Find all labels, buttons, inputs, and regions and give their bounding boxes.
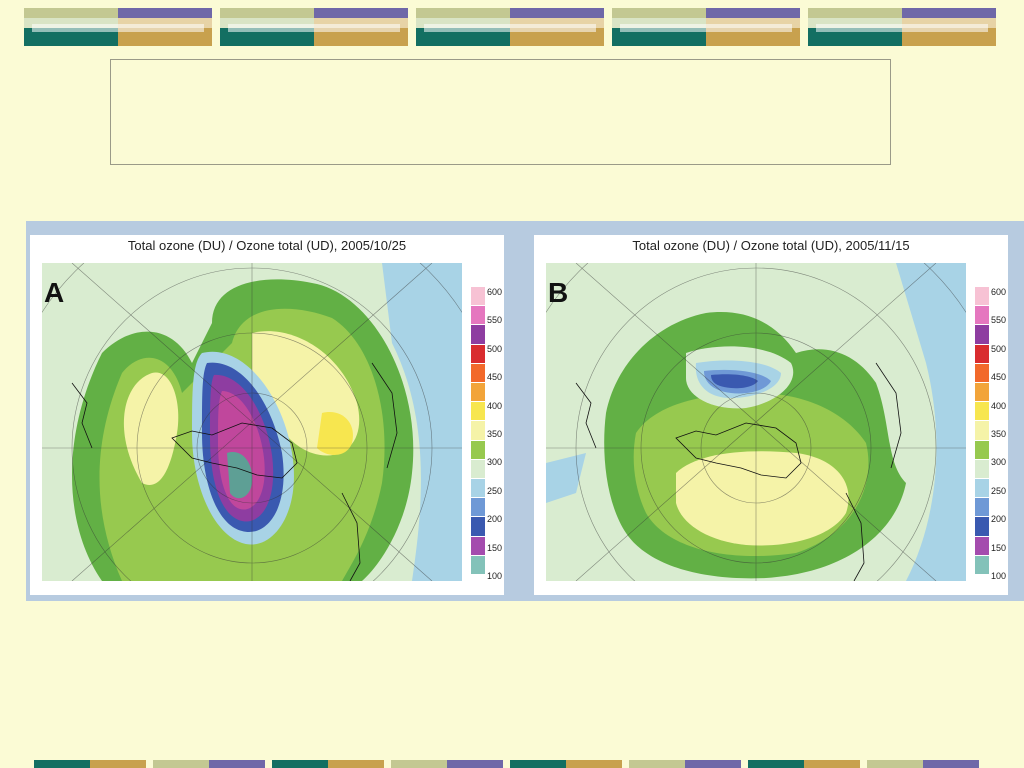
legend-swatch: [975, 517, 989, 536]
bottom-decor-segment: [510, 760, 566, 768]
legend-swatch: [471, 517, 485, 536]
legend-label: 350: [991, 429, 1007, 439]
bottom-decor-segment: [804, 760, 860, 768]
legend-swatch: [975, 325, 989, 344]
legend-swatch: [471, 421, 485, 440]
legend-swatch: [471, 536, 485, 555]
legend-swatch: [471, 287, 485, 306]
legend-swatch: [975, 555, 989, 574]
top-decor-block: [416, 8, 604, 46]
legend-swatch: [975, 363, 989, 382]
legend-swatch: [975, 306, 989, 325]
legend-swatch: [975, 459, 989, 478]
legend-swatch: [471, 498, 485, 517]
ozone-map-panel-b: Total ozone (DU) / Ozone total (UD), 200…: [534, 235, 1008, 595]
legend-label: 150: [487, 542, 503, 553]
legend-label: 350: [487, 429, 503, 439]
legend-label: 400: [991, 400, 1007, 411]
bottom-decor-segment: [566, 760, 622, 768]
legend-swatch: [471, 440, 485, 459]
legend-label: 600: [487, 287, 503, 297]
top-decor-block: [220, 8, 408, 46]
bottom-decor-segment: [629, 760, 685, 768]
ozone-map-a: [42, 263, 462, 581]
legend-label: 100: [991, 571, 1007, 581]
ozone-map-b: [546, 263, 966, 581]
legend-label: 150: [991, 542, 1007, 553]
legend-label: 300: [487, 457, 503, 468]
bottom-decor-segment: [748, 760, 804, 768]
legend-a-colorbar: [471, 287, 485, 575]
bottom-decor-segment: [923, 760, 979, 768]
legend-swatch: [471, 325, 485, 344]
legend-swatch: [471, 344, 485, 363]
legend-swatch: [975, 479, 989, 498]
legend-label: 550: [991, 315, 1007, 326]
panel-a-title: Total ozone (DU) / Ozone total (UD), 200…: [127, 238, 407, 253]
legend-swatch: [471, 479, 485, 498]
legend-label: 500: [487, 343, 503, 354]
legend-swatch: [975, 440, 989, 459]
ozone-map-panel-a: Total ozone (DU) / Ozone total (UD), 200…: [30, 235, 504, 595]
legend-label: 200: [487, 514, 503, 525]
legend-swatch: [975, 287, 989, 306]
panel-a-letter: A: [44, 277, 65, 308]
legend-swatch: [471, 383, 485, 402]
bottom-decor-segment: [447, 760, 503, 768]
ozone-maps-figure: Total ozone (DU) / Ozone total (UD), 200…: [26, 221, 1024, 601]
legend-label: 500: [991, 343, 1007, 354]
bottom-decorative-bar: [34, 760, 984, 768]
top-decor-block: [612, 8, 800, 46]
bottom-decor-segment: [34, 760, 90, 768]
legend-swatch: [975, 421, 989, 440]
legend-swatch: [471, 555, 485, 574]
panel-b-title: Total ozone (DU) / Ozone total (UD), 200…: [632, 238, 910, 253]
panel-b-letter: B: [548, 277, 569, 308]
legend-b-colorbar: [975, 287, 989, 575]
legend-swatch: [471, 363, 485, 382]
legend-swatch: [975, 402, 989, 421]
legend-swatch: [471, 306, 485, 325]
bottom-decor-segment: [272, 760, 328, 768]
legend-swatch: [975, 344, 989, 363]
legend-swatch: [975, 498, 989, 517]
legend-label: 450: [991, 372, 1007, 383]
empty-text-box: [110, 59, 891, 165]
legend-label: 550: [487, 315, 503, 326]
legend-label: 200: [991, 514, 1007, 525]
top-decor-block: [808, 8, 996, 46]
legend-label: 400: [487, 400, 503, 411]
bottom-decor-segment: [209, 760, 265, 768]
top-decor-block: [24, 8, 212, 46]
bottom-decor-segment: [153, 760, 209, 768]
bottom-decor-segment: [90, 760, 146, 768]
legend-label: 300: [991, 457, 1007, 468]
legend-swatch: [975, 536, 989, 555]
legend-label: 450: [487, 372, 503, 383]
top-decorative-bar: [24, 8, 1000, 46]
legend-label: 250: [991, 485, 1007, 496]
legend-label: 100: [487, 571, 503, 581]
legend-label: 600: [991, 287, 1007, 297]
bottom-decor-segment: [867, 760, 923, 768]
bottom-decor-segment: [391, 760, 447, 768]
legend-label: 250: [487, 485, 503, 496]
bottom-decor-segment: [328, 760, 384, 768]
legend-swatch: [975, 383, 989, 402]
bottom-decor-segment: [685, 760, 741, 768]
legend-swatch: [471, 402, 485, 421]
legend-swatch: [471, 459, 485, 478]
